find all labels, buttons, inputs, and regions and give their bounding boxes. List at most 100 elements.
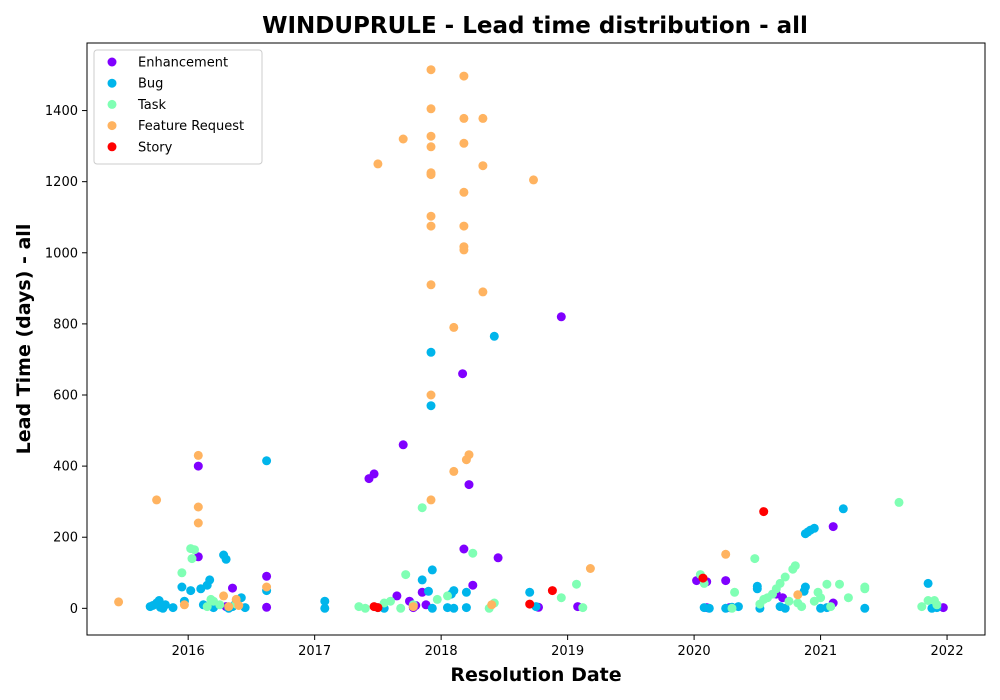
data-point (721, 549, 731, 559)
data-point (426, 211, 436, 221)
data-point (262, 456, 272, 466)
data-point (427, 603, 437, 613)
data-point (917, 602, 927, 612)
data-point (843, 593, 853, 603)
data-point (932, 600, 942, 610)
y-axis-label: Lead Time (days) - all (13, 224, 35, 455)
data-point (784, 596, 794, 606)
y-tick-label: 400 (53, 460, 78, 475)
data-point (809, 523, 819, 533)
data-point (228, 583, 237, 593)
data-point (525, 587, 535, 597)
data-point (160, 600, 170, 610)
y-tick-label: 1200 (45, 175, 78, 190)
y-tick-label: 1000 (45, 246, 78, 261)
data-point (205, 575, 215, 585)
x-axis-label: Resolution Date (450, 664, 621, 686)
data-point (320, 596, 330, 606)
series-story (369, 507, 769, 613)
data-point (790, 561, 800, 571)
data-point (168, 603, 178, 613)
data-point (459, 544, 469, 554)
data-point (426, 280, 436, 290)
data-point (752, 584, 762, 594)
data-point (221, 554, 231, 564)
data-point (177, 582, 187, 592)
data-point (547, 586, 557, 596)
x-tick-label: 2019 (551, 644, 584, 659)
data-point (262, 582, 272, 592)
x-tick-label: 2021 (804, 644, 837, 659)
legend-marker (107, 121, 117, 131)
series-feature-request (114, 65, 803, 612)
data-point (426, 347, 436, 357)
data-point (556, 593, 566, 603)
data-point (432, 594, 442, 604)
data-point (262, 571, 272, 581)
data-point (478, 113, 488, 123)
data-point (860, 603, 870, 613)
chart-title: WINDUPRULE - Lead time distribution - al… (262, 13, 808, 39)
data-point (894, 497, 904, 507)
data-point (408, 602, 418, 612)
data-point (464, 450, 474, 460)
data-point (923, 578, 933, 588)
data-point (320, 603, 330, 613)
data-point (487, 600, 497, 610)
data-point (262, 602, 272, 612)
data-point (373, 603, 383, 613)
legend: Enhancement Bug Task Feature Request Story (93, 49, 263, 165)
data-point (398, 440, 408, 450)
data-point (458, 369, 468, 379)
data-point (398, 134, 408, 144)
data-point (449, 603, 459, 613)
data-point (704, 603, 714, 613)
data-point (459, 187, 469, 197)
data-point (114, 597, 124, 607)
data-point (800, 582, 810, 592)
data-point (426, 170, 436, 180)
data-point (838, 504, 848, 514)
legend-marker (107, 57, 117, 67)
data-point (426, 65, 436, 75)
data-point (443, 591, 452, 601)
data-point (822, 579, 832, 589)
data-point (417, 503, 427, 513)
series-enhancement (193, 312, 948, 613)
data-point (177, 568, 187, 578)
data-point (187, 554, 197, 564)
data-point (750, 554, 760, 564)
data-point (585, 564, 595, 573)
data-point (401, 570, 411, 580)
data-point (193, 518, 203, 528)
data-point (234, 601, 244, 610)
data-point (186, 586, 196, 596)
data-point (449, 466, 459, 476)
data-point (468, 580, 478, 590)
data-point (828, 522, 838, 532)
data-point (525, 599, 535, 609)
data-point (459, 113, 469, 123)
data-point (179, 600, 189, 610)
data-point (386, 596, 395, 606)
legend-marker (107, 78, 117, 88)
data-point (698, 573, 708, 583)
x-tick-label: 2017 (298, 644, 331, 659)
data-point (392, 591, 402, 601)
data-point (730, 587, 740, 597)
data-point (417, 575, 427, 585)
data-point (427, 565, 437, 575)
x-tick-label: 2020 (678, 644, 711, 659)
data-point (759, 507, 769, 517)
data-point (152, 495, 162, 505)
data-point (860, 582, 870, 592)
data-point (793, 590, 803, 600)
legend-label: Task (137, 98, 167, 113)
data-point (826, 602, 836, 612)
data-point (202, 602, 212, 612)
data-point (426, 401, 436, 411)
y-tick-label: 0 (70, 602, 78, 617)
data-point (727, 603, 737, 613)
data-point (424, 586, 433, 596)
